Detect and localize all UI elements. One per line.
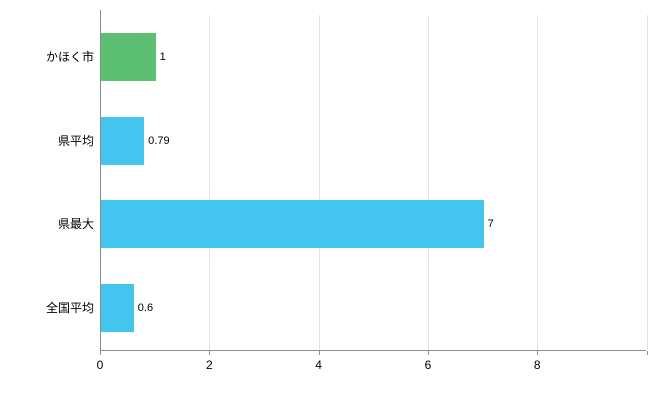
gridline [318, 15, 320, 350]
value-label: 0.79 [148, 134, 170, 147]
gridline [537, 15, 539, 350]
x-axis-tick [100, 351, 101, 355]
x-axis-tick [318, 351, 320, 355]
category-label: かほく市 [45, 49, 94, 64]
value-label: 1 [159, 50, 166, 63]
y-axis-line [100, 10, 101, 350]
x-axis-tick [537, 351, 539, 355]
category-label: 全国平均 [45, 301, 94, 316]
x-axis-tick-label: 0 [96, 358, 104, 372]
x-axis-tick-label: 8 [533, 358, 541, 372]
bar-2 [101, 116, 145, 165]
x-axis-tick [646, 351, 648, 355]
gridline [427, 15, 429, 350]
x-axis-tick [427, 351, 429, 355]
x-axis-tick-label: 6 [424, 358, 432, 372]
bar-1 [101, 32, 156, 81]
x-axis-tick-label: 2 [205, 358, 213, 372]
x-axis-tick [209, 351, 211, 355]
category-label: 県最大 [57, 217, 94, 232]
gridline [209, 15, 211, 350]
gridline [646, 15, 648, 350]
value-label: 0.6 [137, 302, 154, 315]
bar-4 [101, 284, 134, 333]
x-axis-line [100, 350, 646, 351]
bar-3 [101, 200, 484, 249]
value-label: 7 [487, 218, 494, 231]
category-label: 県平均 [57, 133, 94, 148]
x-axis-tick-label: 4 [315, 358, 322, 372]
